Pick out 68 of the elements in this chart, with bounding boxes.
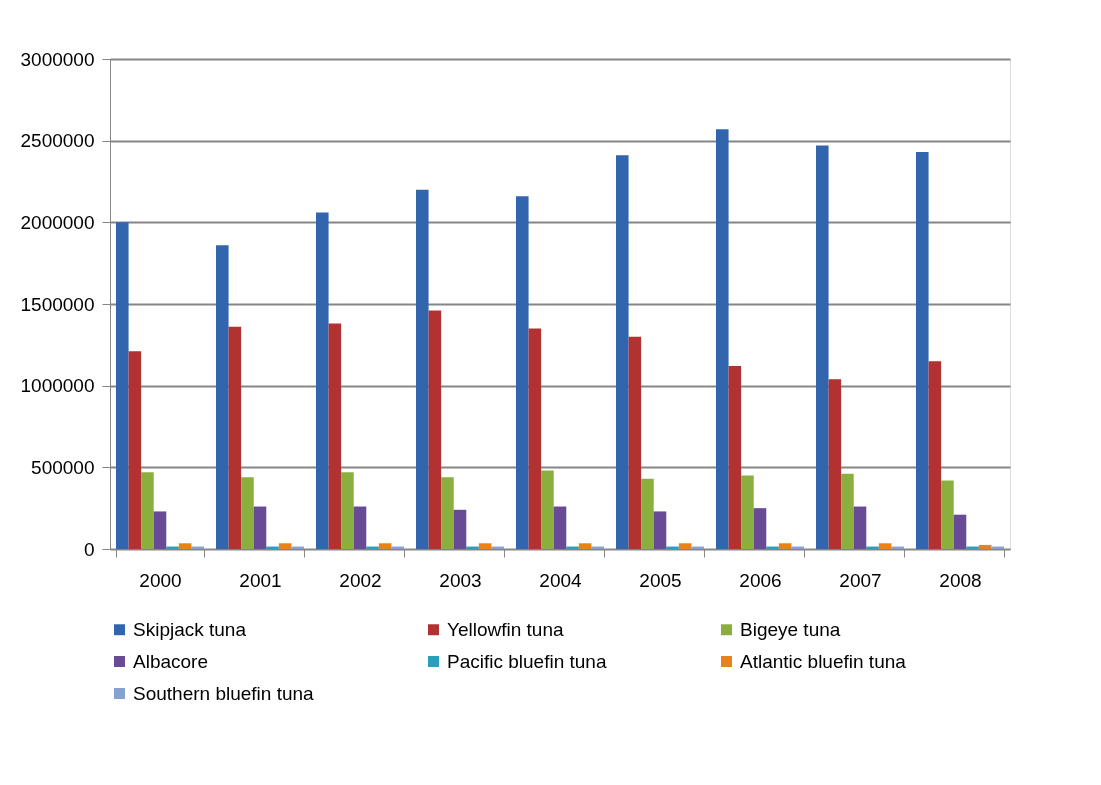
bar xyxy=(678,543,692,549)
legend-label: Southern bluefin tuna xyxy=(133,682,315,704)
bar xyxy=(378,543,392,549)
bar xyxy=(828,379,842,549)
bar xyxy=(441,477,454,549)
bar xyxy=(978,544,992,549)
bar xyxy=(128,351,142,549)
bar xyxy=(516,196,529,549)
x-tick-label: 2005 xyxy=(639,569,682,591)
legend-label: Atlantic bluefin tuna xyxy=(740,650,907,672)
bar xyxy=(141,472,154,549)
bar xyxy=(928,361,942,549)
bar xyxy=(541,470,554,549)
bar xyxy=(716,129,729,549)
y-tick-label: 3000000 xyxy=(20,48,95,70)
bar xyxy=(728,366,742,549)
bar xyxy=(453,509,467,549)
bar xyxy=(428,310,442,549)
bar xyxy=(328,323,342,549)
bar xyxy=(816,145,829,549)
bar xyxy=(228,326,242,549)
x-tick-label: 2006 xyxy=(739,569,782,591)
bar xyxy=(616,155,629,549)
bar xyxy=(753,508,767,549)
bar xyxy=(316,212,329,549)
bar xyxy=(241,477,254,549)
bar xyxy=(528,328,542,549)
bar xyxy=(416,189,429,549)
bar xyxy=(253,506,267,549)
y-tick-label: 2000000 xyxy=(20,211,95,233)
bar xyxy=(916,152,929,549)
x-tick-label: 2001 xyxy=(239,569,282,591)
bar xyxy=(153,511,167,549)
bar xyxy=(653,511,667,549)
bar xyxy=(553,506,567,549)
bar xyxy=(953,514,967,549)
y-tick-label: 2500000 xyxy=(20,130,95,152)
bar xyxy=(641,478,654,549)
bar xyxy=(578,543,592,549)
x-tick-label: 2003 xyxy=(439,569,482,591)
y-tick-label: 0 xyxy=(83,538,95,560)
legend-label: Albacore xyxy=(133,650,208,672)
x-tick-label: 2002 xyxy=(339,569,382,591)
bar xyxy=(628,336,642,549)
bar xyxy=(841,473,854,549)
x-tick-label: 2007 xyxy=(839,569,882,591)
bar xyxy=(778,543,792,549)
bar xyxy=(341,472,354,549)
x-tick-label: 2004 xyxy=(539,569,583,591)
x-tick-label: 2000 xyxy=(139,569,182,591)
legend-label: Pacific bluefin tuna xyxy=(447,650,607,672)
x-tick-label: 2008 xyxy=(939,569,982,591)
bar xyxy=(478,543,492,549)
bar xyxy=(878,543,892,549)
legend-label: Yellowfin tuna xyxy=(447,618,564,640)
y-tick-label: 1500000 xyxy=(20,293,95,315)
bar xyxy=(353,506,367,549)
bar xyxy=(278,543,292,549)
y-tick-label: 1000000 xyxy=(20,375,95,397)
bar xyxy=(853,506,867,549)
bar xyxy=(941,480,954,549)
bar xyxy=(216,245,229,549)
bar xyxy=(116,222,129,549)
bar xyxy=(178,543,192,549)
legend-label: Bigeye tuna xyxy=(740,618,841,640)
bar xyxy=(741,475,754,549)
y-tick-label: 500000 xyxy=(31,456,95,478)
legend-label: Skipjack tuna xyxy=(133,618,247,640)
